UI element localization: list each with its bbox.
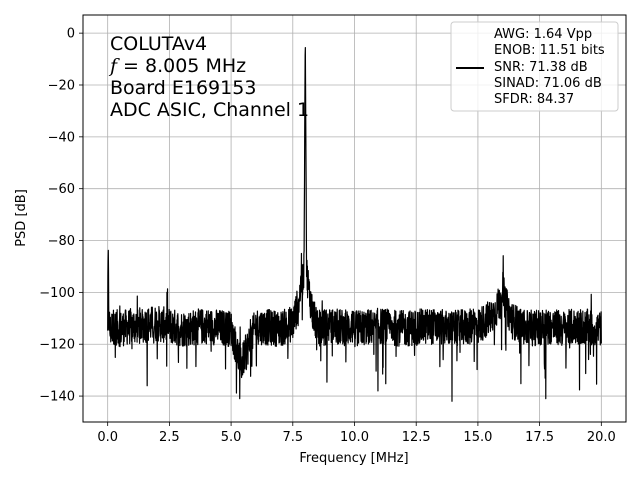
legend: AWG: 1.64 Vpp ENOB: 11.51 bits SNR: 71.3… <box>450 21 619 112</box>
y-tick-label: −100 <box>39 286 75 301</box>
x-tick-label: 0.0 <box>97 430 118 445</box>
legend-line-1: AWG: 1.64 Vpp <box>494 27 592 42</box>
annotation-line-2: f = 8.005 MHz <box>108 55 246 77</box>
x-tick-label: 15.0 <box>463 430 492 445</box>
x-axis-label: Frequency [MHz] <box>299 451 408 466</box>
y-tick-label: 0 <box>67 27 75 42</box>
x-axis-ticks: 0.0 2.5 5.0 7.5 10.0 12.5 15.0 17.5 20.0 <box>97 422 616 445</box>
y-tick-label: −120 <box>39 338 75 353</box>
y-tick-label: −140 <box>39 390 75 405</box>
legend-box <box>450 21 619 112</box>
annotation-block: COLUTAv4 f = 8.005 MHz Board E169153 ADC … <box>108 33 309 121</box>
y-axis-label: PSD [dB] <box>14 189 29 247</box>
x-tick-label: 20.0 <box>587 430 616 445</box>
legend-line-2: ENOB: 11.51 bits <box>494 43 605 58</box>
psd-series-line <box>107 47 602 402</box>
x-tick-label: 17.5 <box>525 430 554 445</box>
x-tick-label: 10.0 <box>340 430 369 445</box>
y-tick-label: −40 <box>48 130 75 145</box>
legend-line-5: SFDR: 84.37 <box>494 92 574 107</box>
y-axis-ticks: 0 −20 −40 −60 −80 −100 −120 −140 <box>39 27 83 405</box>
psd-series <box>107 47 602 402</box>
y-tick-label: −80 <box>48 234 75 249</box>
legend-line-3: SNR: 71.38 dB <box>494 60 588 75</box>
annotation-line-3: Board E169153 <box>110 77 256 99</box>
y-tick-label: −60 <box>48 182 75 197</box>
annotation-line-4: ADC ASIC, Channel 1 <box>110 99 309 121</box>
x-tick-label: 12.5 <box>402 430 431 445</box>
x-tick-label: 2.5 <box>159 430 180 445</box>
annotation-line-1: COLUTAv4 <box>110 33 207 55</box>
y-tick-label: −20 <box>48 78 75 93</box>
x-tick-label: 7.5 <box>282 430 303 445</box>
annotation-frequency-symbol: f <box>108 55 120 77</box>
annotation-frequency-value: = 8.005 MHz <box>123 55 246 77</box>
legend-line-4: SINAD: 71.06 dB <box>494 76 602 91</box>
x-tick-label: 5.0 <box>221 430 242 445</box>
